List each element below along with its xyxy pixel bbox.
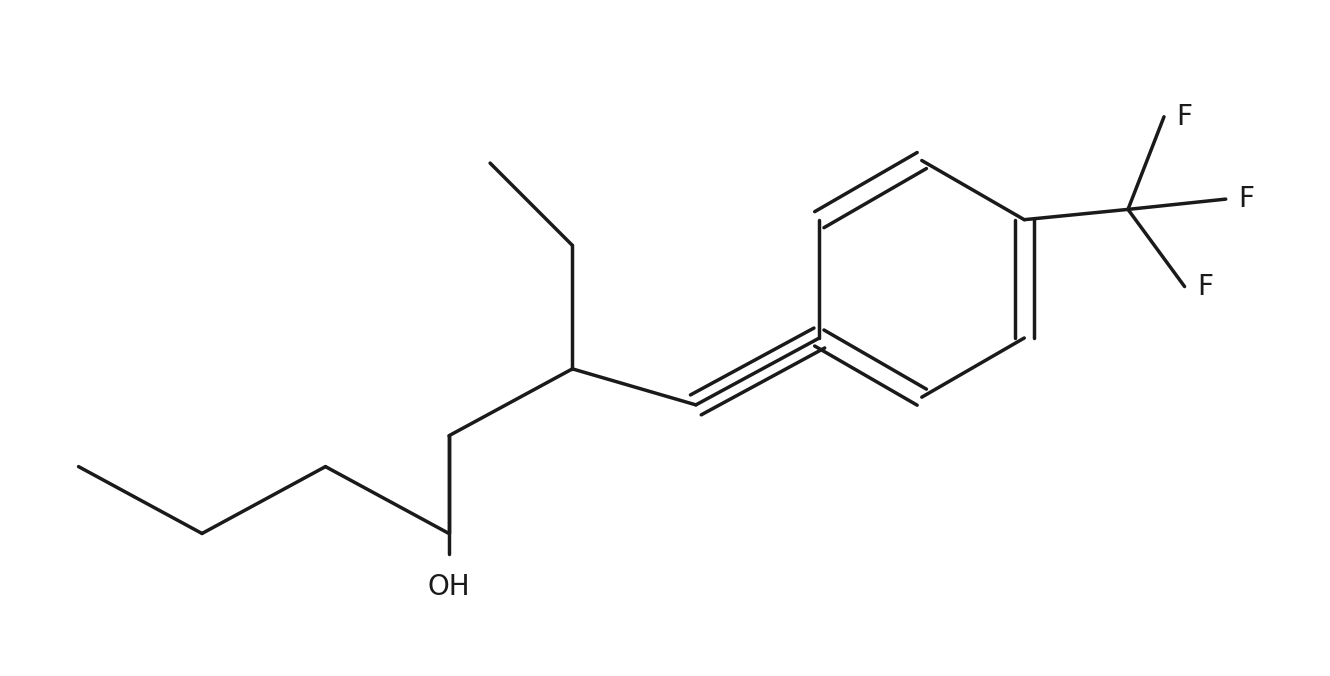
Text: F: F (1197, 272, 1213, 301)
Text: F: F (1238, 185, 1254, 213)
Text: F: F (1176, 103, 1192, 130)
Text: OH: OH (428, 573, 471, 600)
